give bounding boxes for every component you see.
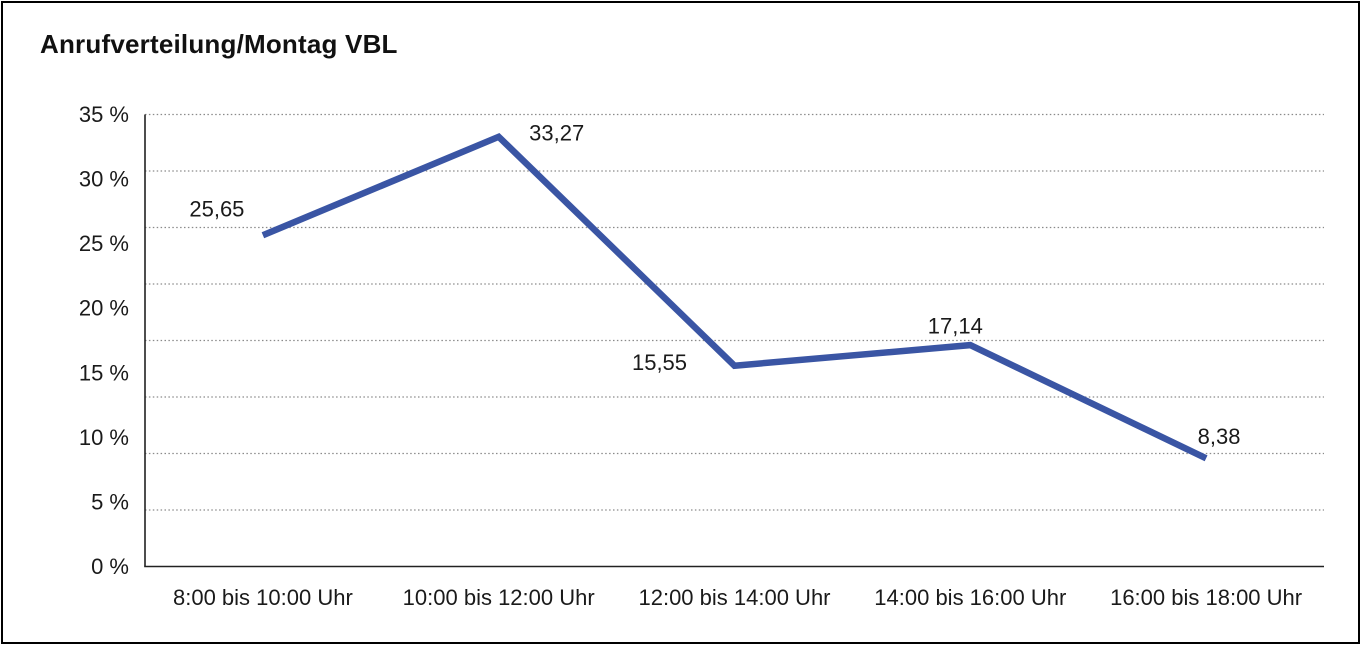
x-category-label: 16:00 bis 18:00 Uhr [1110, 585, 1302, 610]
x-category-label: 14:00 bis 16:00 Uhr [874, 585, 1066, 610]
x-category-label: 10:00 bis 12:00 Uhr [403, 585, 595, 610]
y-tick-label: 35 % [79, 102, 129, 127]
data-point-label: 8,38 [1198, 424, 1241, 449]
gridlines [145, 113, 1324, 511]
y-tick-label: 15 % [79, 360, 129, 385]
data-point-label: 33,27 [529, 120, 584, 145]
x-category-label: 12:00 bis 14:00 Uhr [638, 585, 830, 610]
data-point-label: 25,65 [189, 197, 244, 222]
y-tick-label: 30 % [79, 167, 129, 192]
x-category-label: 8:00 bis 10:00 Uhr [173, 585, 353, 610]
y-tick-label: 20 % [79, 296, 129, 321]
y-axis-labels: 0 % 5 % 10 % 15 % 20 % 25 % 30 % 35 % [79, 102, 129, 579]
axes [144, 114, 1324, 568]
y-tick-label: 10 % [79, 425, 129, 450]
data-point-label: 15,55 [632, 350, 687, 375]
x-axis-labels: 8:00 bis 10:00 Uhr 10:00 bis 12:00 Uhr 12:… [173, 585, 1302, 610]
y-tick-label: 25 % [79, 231, 129, 256]
data-labels: 25,65 33,27 15,55 17,14 8,38 [189, 120, 1240, 448]
data-series-line [261, 132, 1208, 462]
y-tick-label: 5 % [91, 489, 129, 514]
data-point-label: 17,14 [928, 314, 983, 339]
y-tick-label: 0 % [91, 554, 129, 579]
chart-title: Anrufverteilung/Montag VBL [40, 29, 398, 59]
